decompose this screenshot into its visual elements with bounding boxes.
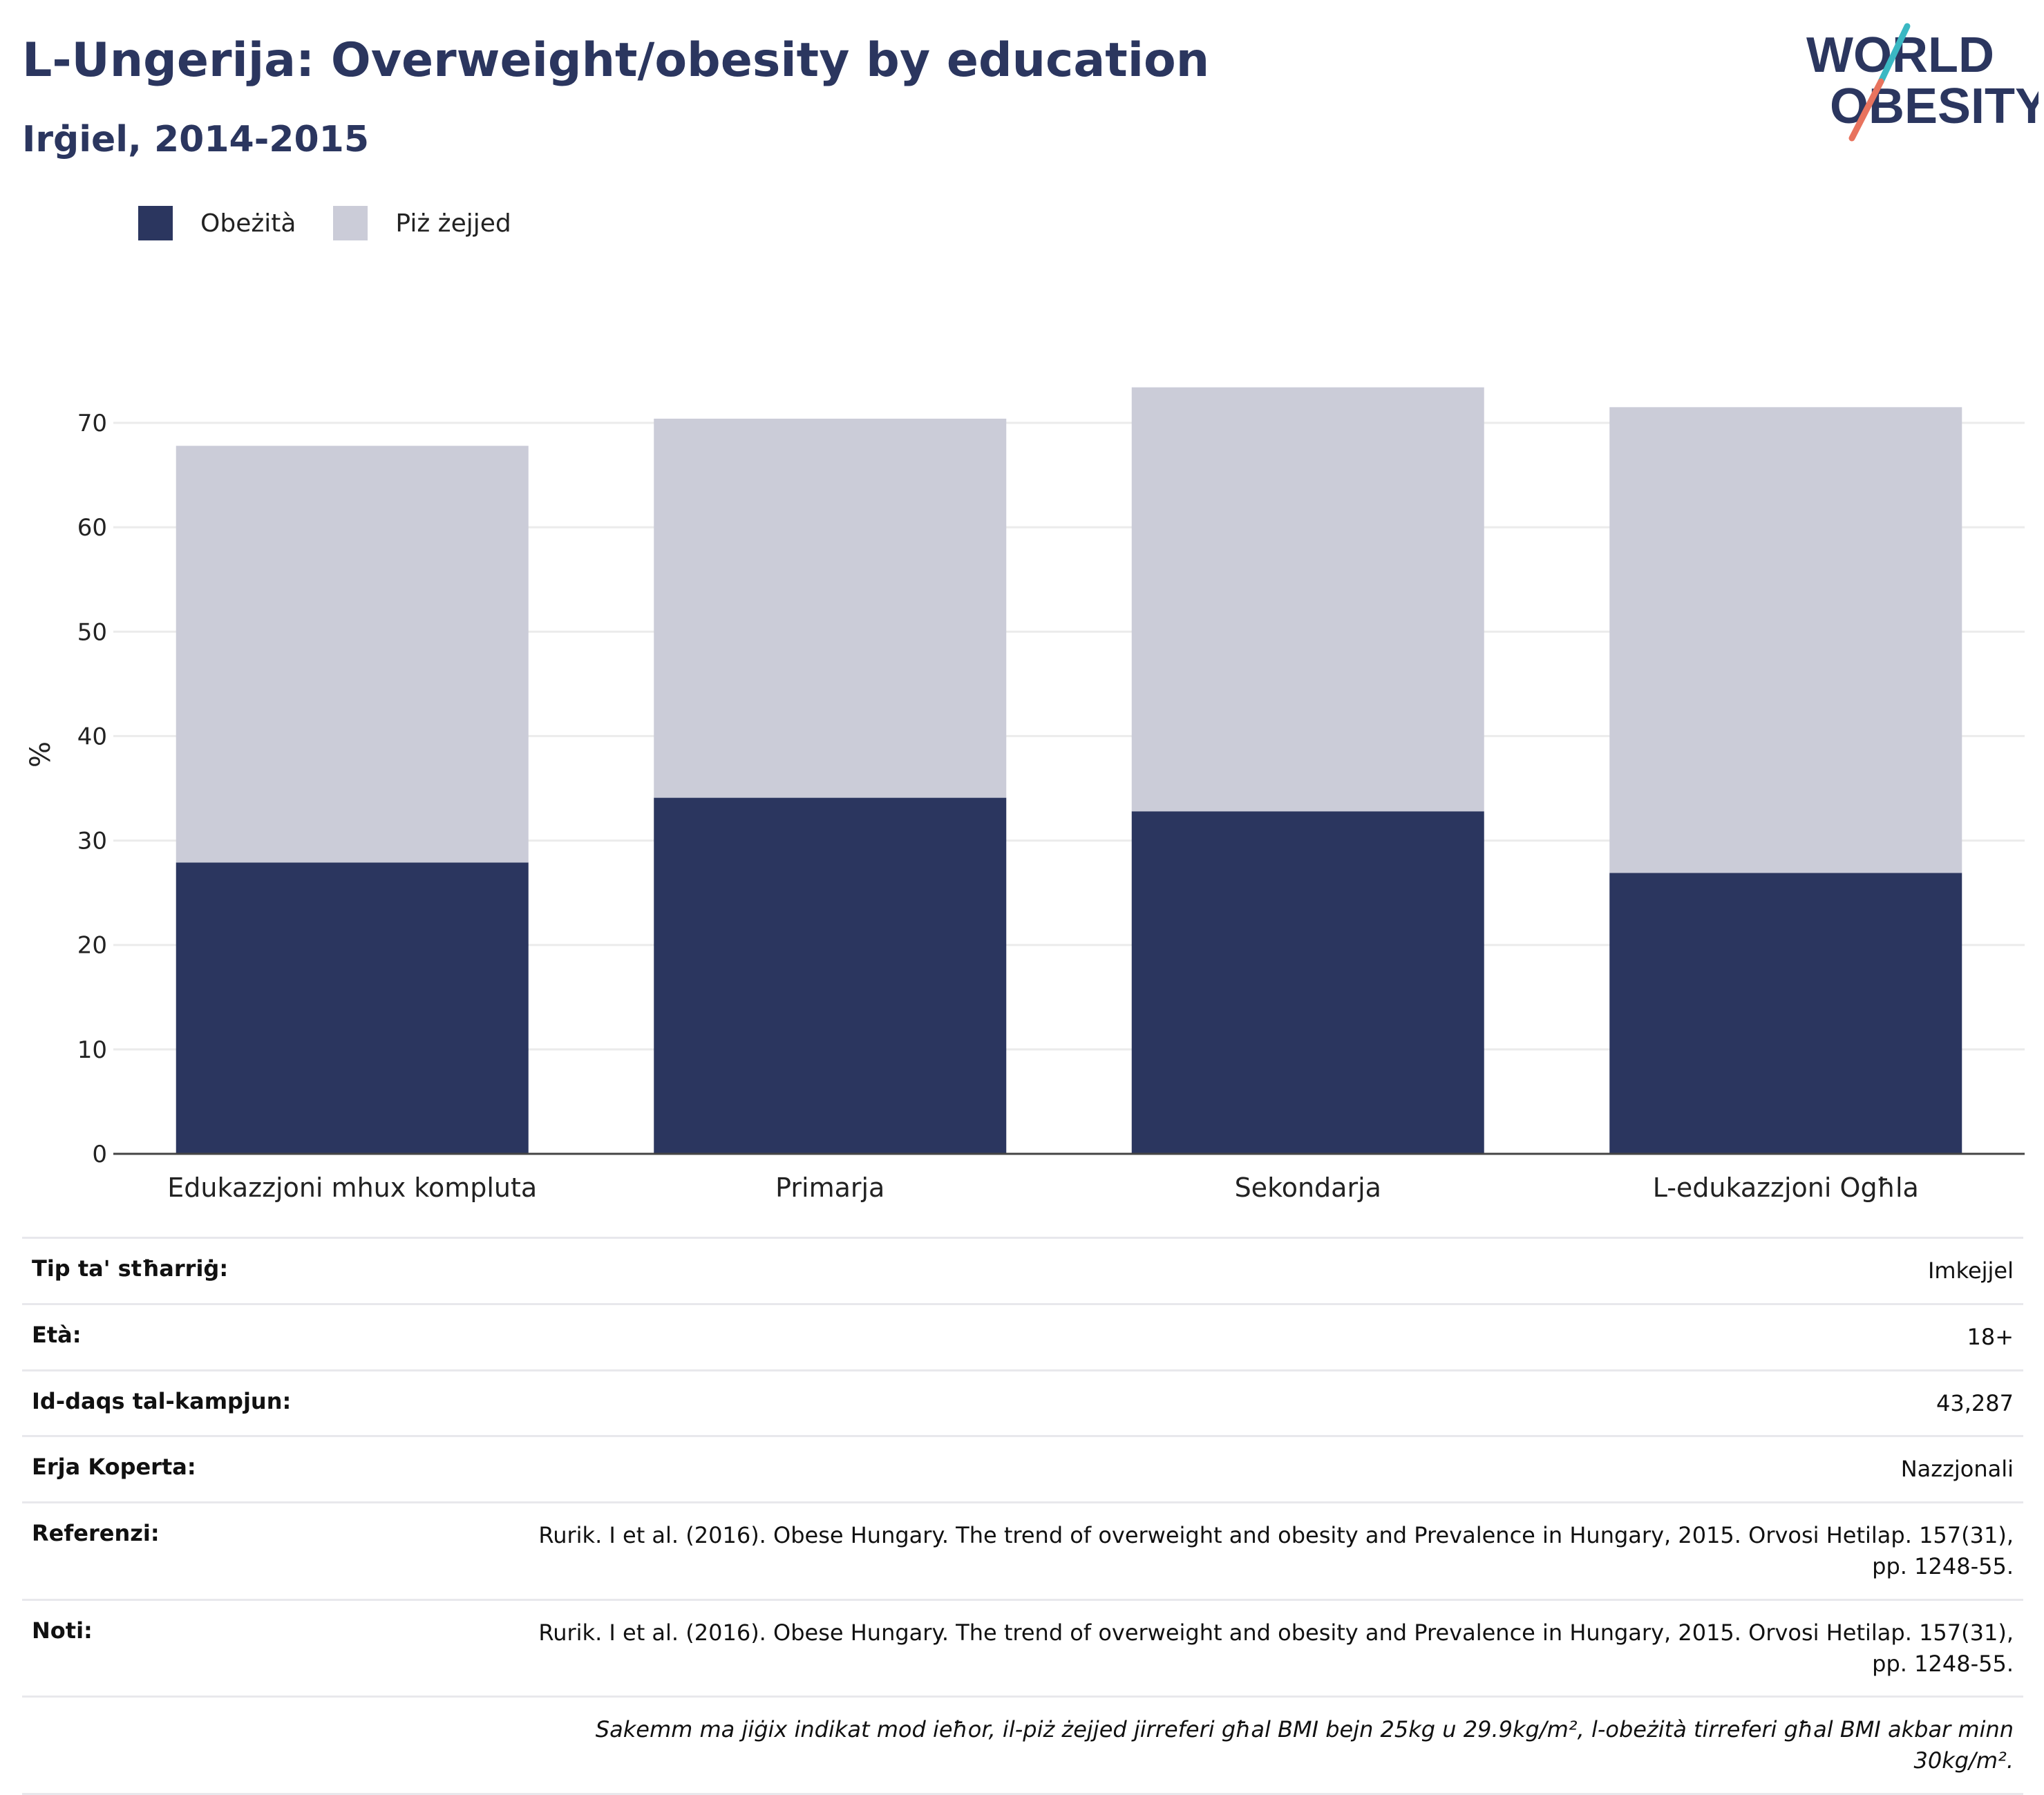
x-tick-label: L-edukazzjoni Ogħla: [1653, 1172, 1919, 1203]
info-row-notes: Noti: Rurik. I et al. (2016). Obese Hung…: [22, 1598, 2023, 1696]
bar-overweight: [654, 418, 1007, 798]
chart-title: L-Ungerija: Overweight/obesity by educat…: [22, 33, 1210, 88]
bar-obesity: [1131, 811, 1484, 1154]
info-value: Rurik. I et al. (2016). Obese Hungary. T…: [538, 1619, 2014, 1677]
world-obesity-logo: WORLD OBESITY: [1806, 23, 2038, 142]
bar-overweight: [1609, 407, 1962, 873]
chart-legend: Obeżità Piż żejjed: [138, 206, 549, 240]
x-tick-label: Primarja: [775, 1172, 884, 1203]
legend-label-obesity: Obeżità: [200, 209, 296, 238]
bar-obesity: [654, 797, 1007, 1154]
info-row-survey-type: Tip ta' stħarriġ: Imkejjel: [22, 1237, 2023, 1303]
legend-item-obesity[interactable]: Obeżità: [138, 206, 296, 240]
info-value: 18+: [1967, 1323, 2014, 1350]
y-tick-label: 30: [77, 828, 107, 855]
logo-slash-coral: [1848, 78, 1884, 142]
legend-swatch-obesity: [138, 206, 173, 240]
bar-overweight: [176, 446, 529, 863]
info-value: 43,287: [1936, 1389, 2014, 1416]
legend-item-overweight[interactable]: Piż żejjed: [333, 206, 511, 240]
legend-swatch-overweight: [333, 206, 368, 240]
y-tick-label: 70: [77, 410, 107, 437]
info-label-empty: [32, 1714, 59, 1776]
y-tick-label: 0: [92, 1141, 107, 1168]
info-label: Noti:: [32, 1617, 93, 1644]
info-value: Rurik. I et al. (2016). Obese Hungary. T…: [538, 1522, 2014, 1579]
bar-obesity: [176, 862, 529, 1154]
info-label: Tip ta' stħarriġ:: [32, 1255, 229, 1282]
info-value: Nazzjonali: [1900, 1456, 2014, 1483]
bar-obesity: [1609, 873, 1962, 1154]
y-tick-label: 10: [77, 1036, 107, 1064]
info-row-area-covered: Erja Koperta: Nazzjonali: [22, 1435, 2023, 1501]
info-row-age: Età: 18+: [22, 1302, 2023, 1369]
legend-label-overweight: Piż żejjed: [395, 209, 511, 238]
info-label: Età:: [32, 1321, 82, 1348]
bar-overweight: [1131, 387, 1484, 812]
info-label: Id-daqs tal-kampjun:: [32, 1387, 292, 1414]
info-row-references: Referenzi: Rurik. I et al. (2016). Obese…: [22, 1501, 2023, 1599]
logo-text-obesity: OBESITY: [1830, 79, 2038, 134]
y-tick-label: 20: [77, 932, 107, 960]
y-tick-label: 50: [77, 618, 107, 646]
bar-chart: 0 10 20 30 40 50 60 70 Edukazzjoni mhux kompluta…: [25, 387, 2025, 1203]
y-tick-label: 40: [77, 723, 107, 750]
info-row-footnote: Sakemm ma jiġix indikat mod ieħor, il-pi…: [22, 1696, 2023, 1795]
info-table: Tip ta' stħarriġ: Imkejjel Età: 18+ Id-d…: [22, 1237, 2023, 1795]
logo-slash-teal: [1877, 23, 1911, 85]
definition-footnote: Sakemm ma jiġix indikat mod ieħor, il-pi…: [595, 1716, 2014, 1774]
info-row-sample-size: Id-daqs tal-kampjun: 43,287: [22, 1369, 2023, 1436]
info-label: Referenzi:: [32, 1520, 160, 1547]
y-axis-title: %: [25, 741, 57, 768]
x-tick-label: Edukazzjoni mhux kompluta: [167, 1172, 537, 1203]
info-value: Imkejjel: [1927, 1257, 2014, 1284]
y-tick-label: 60: [77, 514, 107, 542]
x-tick-label: Sekondarja: [1235, 1172, 1381, 1203]
chart-subtitle: Irġiel, 2014-2015: [22, 119, 370, 160]
info-label: Erja Koperta:: [32, 1454, 196, 1481]
